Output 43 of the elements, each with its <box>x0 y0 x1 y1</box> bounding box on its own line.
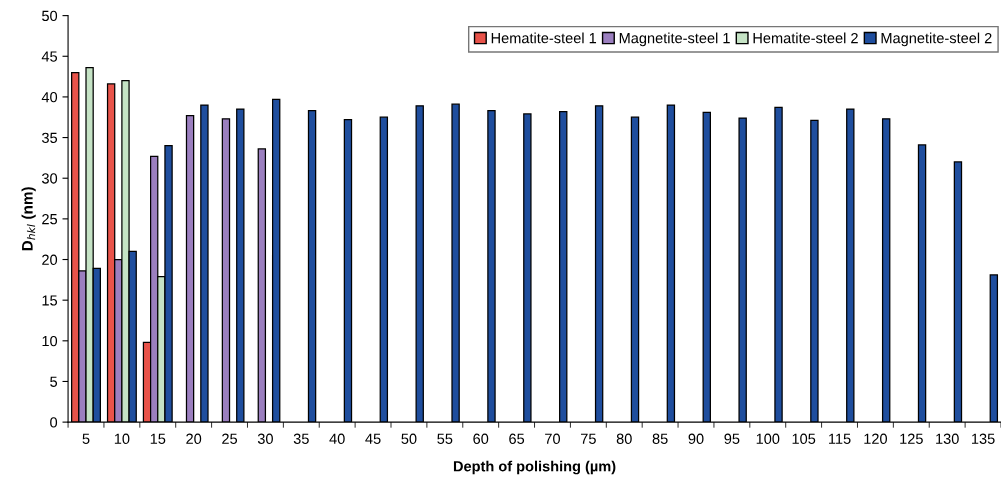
x-tick-label: 25 <box>222 433 238 444</box>
legend-label: Magnetite-steel 2 <box>881 32 992 47</box>
x-tick-label: 35 <box>293 433 309 444</box>
x-tick-label: 135 <box>972 433 995 444</box>
x-tick-label: 105 <box>792 433 816 444</box>
x-tick-label: 20 <box>186 433 202 444</box>
y-tick-label: 40 <box>41 92 58 103</box>
x-tick-label: 90 <box>688 433 704 444</box>
x-tick-label: 45 <box>365 433 381 444</box>
y-tick-label: 0 <box>50 417 58 428</box>
y-tick-label: 15 <box>42 295 58 306</box>
x-tick-label: 40 <box>329 433 345 444</box>
y-tick-label: 35 <box>41 132 58 143</box>
x-tick-label: 55 <box>437 433 453 444</box>
legend-label: Hematite-steel 2 <box>753 32 858 44</box>
x-tick-label: 85 <box>652 433 668 444</box>
y-tick-label: 20 <box>42 254 58 265</box>
y-tick-label: 50 <box>42 10 58 22</box>
x-tick-label: 65 <box>509 433 525 444</box>
x-tick-label: 75 <box>580 433 596 444</box>
x-tick-label: 50 <box>401 433 417 444</box>
y-tick-label: 25 <box>42 213 58 225</box>
legend-label: Magnetite-steel 1 <box>619 32 730 47</box>
x-tick-label: 125 <box>900 433 923 444</box>
x-tick-label: 80 <box>616 433 632 444</box>
y-axis-title: D$_{hkl}$ (nm) <box>21 187 36 251</box>
x-tick-label: 10 <box>114 433 130 444</box>
x-tick-label: 15 <box>150 433 166 444</box>
legend-label: Hematite-steel 1 <box>491 32 597 44</box>
y-tick-label: 5 <box>50 376 58 387</box>
x-tick-label: 130 <box>936 433 959 444</box>
x-tick-label: 60 <box>473 433 489 444</box>
x-tick-label: 100 <box>756 433 780 444</box>
x-tick-label: 120 <box>864 433 888 444</box>
x-tick-label: 115 <box>829 433 851 444</box>
x-axis-title: Depth of polishing (µm) <box>453 460 616 475</box>
x-tick-label: 95 <box>724 433 740 444</box>
y-tick-label: 10 <box>42 335 58 347</box>
x-tick-label: 70 <box>545 433 561 444</box>
y-tick-label: 45 <box>41 51 58 62</box>
x-tick-label: 5 <box>82 433 90 444</box>
x-tick-label: 30 <box>257 433 273 444</box>
y-tick-label: 30 <box>41 173 58 184</box>
